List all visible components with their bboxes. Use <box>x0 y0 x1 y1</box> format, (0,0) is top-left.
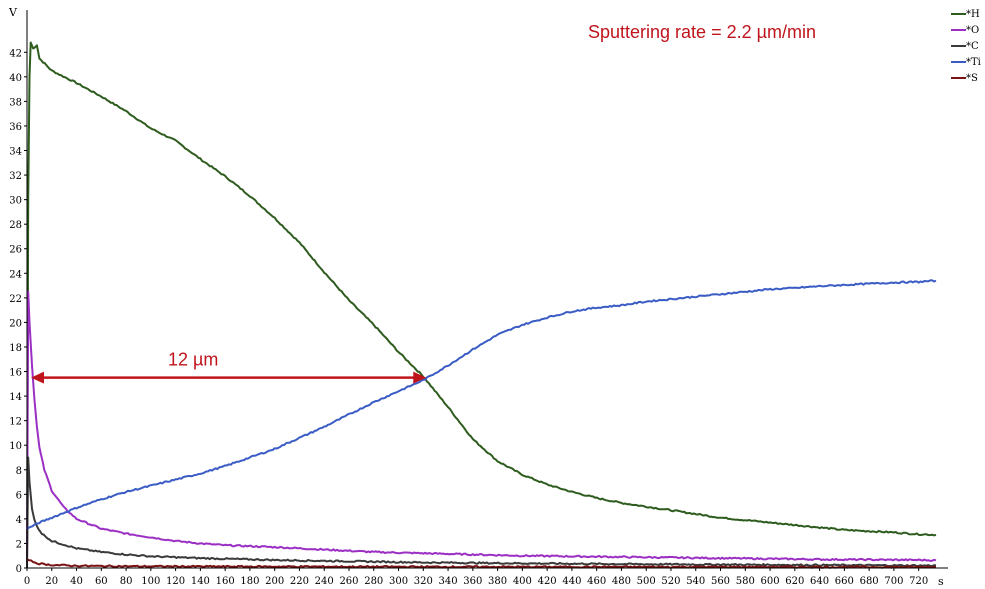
annotations: Sputtering rate = 2.2 µm/min 12 µm <box>31 22 816 384</box>
y-tick-label: 16 <box>9 368 22 379</box>
plot-lines <box>26 41 937 569</box>
x-tick-label: 80 <box>120 576 133 587</box>
x-tick-label: 240 <box>315 576 334 587</box>
x-tick-label: 640 <box>810 576 829 587</box>
depth-arrow <box>31 371 427 384</box>
x-tick-label: 600 <box>761 576 780 587</box>
legend-label: *C <box>966 41 979 52</box>
x-tick-label: 400 <box>513 576 532 587</box>
y-tick-label: 36 <box>9 122 22 133</box>
x-tick-label: 60 <box>95 576 108 587</box>
series-line-ti <box>26 279 937 530</box>
y-tick-label: 0 <box>16 564 22 575</box>
x-tick-label: 280 <box>364 576 383 587</box>
x-tick-label: 20 <box>45 576 58 587</box>
x-tick-label: 520 <box>661 576 680 587</box>
x-tick-label: 100 <box>141 576 160 587</box>
x-tick-label: 200 <box>265 576 284 587</box>
x-tick-label: 540 <box>686 576 705 587</box>
y-tick-label: 12 <box>9 417 22 428</box>
legend-label: *Ti <box>966 57 981 68</box>
y-tick-label: 42 <box>9 48 22 59</box>
y-tick-label: 40 <box>9 73 22 84</box>
y-tick-label: 20 <box>9 318 22 329</box>
x-tick-label: 420 <box>538 576 557 587</box>
x-tick-label: 720 <box>909 576 928 587</box>
x-tick-label: 460 <box>587 576 606 587</box>
x-tick-label: 300 <box>389 576 408 587</box>
y-tick-label: 6 <box>16 490 22 501</box>
y-tick-label: 24 <box>9 269 22 280</box>
y-axis-unit-label: V <box>8 6 18 19</box>
x-tick-label: 340 <box>439 576 458 587</box>
y-tick-label: 4 <box>16 515 22 526</box>
y-tick-label: 34 <box>9 147 22 158</box>
legend: *H *O *C *Ti *S <box>951 9 981 84</box>
depth-annotation-label: 12 µm <box>168 350 218 370</box>
legend-label: *S <box>966 73 978 84</box>
x-tick-label: 180 <box>240 576 259 587</box>
series-line-c <box>26 456 937 569</box>
y-tick-label: 32 <box>9 171 22 182</box>
x-tick-label: 260 <box>339 576 358 587</box>
y-tick-label: 30 <box>9 196 22 207</box>
y-tick-label: 18 <box>9 343 22 354</box>
y-tick-label: 22 <box>9 294 22 305</box>
y-tick-label: 10 <box>9 441 22 452</box>
y-tick-label: 28 <box>9 220 22 231</box>
x-tick-label: 620 <box>785 576 804 587</box>
x-tick-label: 320 <box>414 576 433 587</box>
x-tick-label: 480 <box>612 576 631 587</box>
axes: V s <box>8 6 948 588</box>
x-tick-label: 440 <box>562 576 581 587</box>
y-tick-label: 38 <box>9 97 22 108</box>
x-tick-label: 220 <box>290 576 309 587</box>
series-line-o <box>26 290 937 569</box>
x-tick-label: 580 <box>736 576 755 587</box>
x-tick-label: 560 <box>711 576 730 587</box>
x-tick-label: 500 <box>637 576 656 587</box>
x-tick-label: 360 <box>463 576 482 587</box>
x-tick-label: 680 <box>860 576 879 587</box>
series-line-h <box>26 41 937 569</box>
x-axis-ticks: 0 20 40 60 80 100 120 140 160 180 200 220 240 260 280 3… <box>24 568 928 587</box>
sputtering-rate-annotation: Sputtering rate = 2.2 µm/min <box>588 22 816 42</box>
series-line-s <box>26 558 937 569</box>
x-tick-label: 380 <box>488 576 507 587</box>
y-tick-label: 14 <box>9 392 22 403</box>
x-tick-label: 120 <box>166 576 185 587</box>
x-tick-label: 160 <box>216 576 235 587</box>
legend-label: *O <box>966 25 979 36</box>
x-tick-label: 40 <box>70 576 83 587</box>
x-tick-label: 0 <box>24 576 30 587</box>
depth-arrow-head-right <box>413 371 427 384</box>
depth-arrow-head-left <box>31 371 44 384</box>
x-axis-unit-label: s <box>938 575 944 588</box>
x-tick-label: 140 <box>191 576 210 587</box>
x-tick-label: 700 <box>884 576 903 587</box>
y-tick-label: 26 <box>9 245 22 256</box>
x-tick-label: 660 <box>835 576 854 587</box>
y-tick-label: 8 <box>16 466 22 477</box>
legend-label: *H <box>966 9 980 20</box>
y-tick-label: 2 <box>16 539 22 550</box>
